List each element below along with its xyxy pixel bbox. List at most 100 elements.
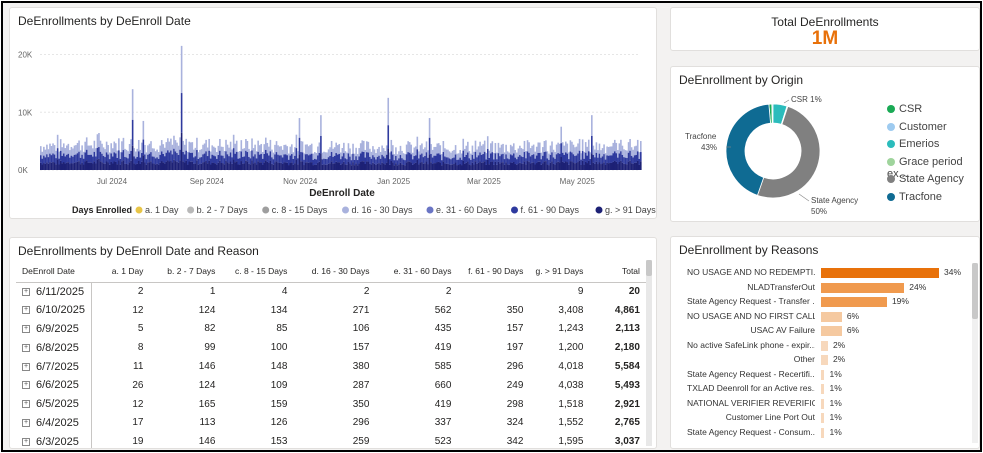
area-band-dark [482, 162, 484, 170]
area-band-light [437, 143, 440, 154]
table-row[interactable]: +6/9/2025 5 82 85 106 435 157 1,243 2,113 [16, 319, 646, 339]
area-band-dark [242, 163, 244, 170]
col-header[interactable]: Total [589, 260, 646, 283]
area-band-mid [78, 151, 80, 162]
expand-row-icon[interactable]: + [22, 381, 30, 390]
area-band-light [281, 149, 284, 158]
reason-label: NO USAGE AND NO FIRST CALL ... [687, 310, 815, 321]
table-row[interactable]: +6/5/2025 12 165 159 350 419 298 1,518 2,921 [16, 394, 646, 414]
area-band-dark [620, 160, 622, 170]
origin-legend-item[interactable]: Customer [887, 121, 947, 133]
col-header[interactable]: b. 2 - 7 Days [149, 260, 222, 283]
area-band-dark [287, 165, 290, 170]
reason-bar[interactable] [821, 326, 842, 336]
reason-bar[interactable] [821, 398, 825, 409]
area-band-mid [404, 160, 406, 166]
origin-legend-item[interactable]: CSR [887, 103, 922, 115]
table-row[interactable]: +6/4/2025 17 113 126 296 337 324 1,552 2,765 [16, 413, 646, 433]
area-band-light [407, 141, 409, 153]
table-row[interactable]: +6/10/2025 12 124 134 271 562 350 3,408 4,861 [16, 300, 646, 320]
col-header[interactable]: e. 31 - 60 Days [375, 260, 458, 283]
expand-row-icon[interactable]: + [22, 362, 30, 371]
reason-bar[interactable] [821, 369, 825, 380]
area-band-mid [119, 158, 122, 165]
table-row[interactable]: +6/6/2025 26 124 109 287 660 249 4,038 5,493 [16, 375, 646, 395]
area-band-dark [375, 164, 377, 170]
reasons-scrollbar-thumb[interactable] [972, 263, 978, 319]
area-band-dark [583, 164, 585, 170]
reason-bar[interactable] [821, 340, 828, 351]
reason-bar[interactable] [821, 268, 939, 278]
reason-bar[interactable] [821, 355, 828, 365]
area-band-light [592, 145, 595, 155]
expand-row-icon[interactable]: + [22, 325, 30, 334]
col-header[interactable]: c. 8 - 15 Days [221, 260, 294, 283]
area-band-light [327, 149, 330, 158]
area-band-mid [317, 155, 319, 163]
area-band-mid [474, 151, 477, 162]
area-band-dark [238, 164, 241, 170]
reason-bar[interactable] [821, 282, 905, 293]
reason-bar[interactable] [821, 427, 825, 438]
area-band-light [577, 143, 579, 154]
expand-row-icon[interactable]: + [22, 437, 30, 446]
col-header[interactable]: d. 16 - 30 Days [293, 260, 376, 283]
area-band-light [494, 143, 497, 154]
origin-legend-item[interactable]: State Agency [887, 173, 964, 185]
table-row[interactable]: +6/7/2025 11 146 148 380 585 296 4,018 5,584 [16, 357, 646, 376]
area-band-dark [52, 162, 54, 170]
expand-row-icon[interactable]: + [22, 343, 30, 352]
area-band-dark [134, 164, 137, 170]
deenrollments-area-chart[interactable]: 0K 10K 20K Jul 2024 Sep 2024 Nov 2024 Jan 2025… [10, 8, 658, 220]
col-header[interactable]: f. 61 - 90 Days [457, 260, 530, 283]
area-band-mid [442, 152, 445, 162]
matrix-scrollbar-thumb[interactable] [646, 260, 652, 276]
area-band-mid [456, 159, 458, 166]
col-header-date[interactable]: DeEnroll Date [16, 260, 92, 283]
expand-row-icon[interactable]: + [22, 287, 30, 296]
expand-row-icon[interactable]: + [22, 419, 30, 428]
expand-row-icon[interactable]: + [22, 306, 30, 315]
area-band-mid [240, 151, 243, 162]
matrix-scrollbar[interactable] [646, 260, 652, 446]
area-band-mid [167, 150, 169, 161]
area-band-light [127, 151, 129, 159]
reason-bar[interactable] [821, 413, 825, 423]
col-header[interactable]: a. 1 Day [91, 260, 150, 283]
area-band-mid [121, 152, 123, 162]
table-row[interactable]: +6/3/2025 19 146 153 259 523 342 1,595 3,037 [16, 432, 646, 448]
reasons-scrollbar[interactable] [972, 263, 978, 443]
expand-row-icon[interactable]: + [22, 400, 30, 409]
area-band-mid [462, 150, 465, 161]
area-band-dark [105, 161, 108, 170]
origin-donut-chart[interactable]: CSR 1% Tracfone 43% State Agency 50% [671, 67, 871, 223]
deenrollment-matrix[interactable]: DeEnroll Date a. 1 Day b. 2 - 7 Days c. 8 -… [16, 260, 646, 448]
area-band-light [85, 137, 88, 150]
reason-bar[interactable] [821, 311, 842, 322]
area-band-mid [366, 152, 368, 162]
area-band-mid [133, 156, 135, 164]
deenrollments-by-date-card[interactable]: DeEnrollments by DeEnroll Date 0K 10K 20K J… [9, 7, 657, 219]
area-band-light [115, 143, 117, 154]
reason-bar[interactable] [821, 384, 825, 394]
deenrollment-by-reasons-card[interactable]: DeEnrollment by Reasons NO USAGE AND NO … [670, 236, 980, 449]
area-band-dark [170, 160, 172, 170]
table-row[interactable]: +6/8/2025 8 99 100 157 419 197 1,200 2,180 [16, 338, 646, 358]
area-band-light [369, 148, 371, 157]
area-band-dark [141, 161, 143, 170]
col-header[interactable]: g. > 91 Days [529, 260, 590, 283]
area-band-dark [176, 161, 178, 170]
area-band-dark [358, 163, 360, 170]
legend-label: Tracfone [899, 191, 943, 203]
deenrollment-by-origin-card[interactable]: DeEnrollment by Origin CSR 1% Tracfone 43%… [670, 66, 980, 222]
deenrollments-by-date-reason-card[interactable]: DeEnrollments by DeEnroll Date and Reaso… [9, 237, 657, 449]
area-band-light [520, 148, 523, 157]
area-band-mid [260, 153, 263, 163]
area-band-dark [598, 162, 601, 170]
area-band-dark [44, 163, 47, 170]
origin-legend-item[interactable]: Emerios [887, 138, 939, 150]
table-row[interactable]: +6/11/2025 2 1 4 2 2 9 20 [16, 282, 646, 301]
reason-bar[interactable] [821, 297, 887, 307]
origin-legend-item[interactable]: Tracfone [887, 191, 942, 203]
area-band-light [59, 139, 62, 151]
